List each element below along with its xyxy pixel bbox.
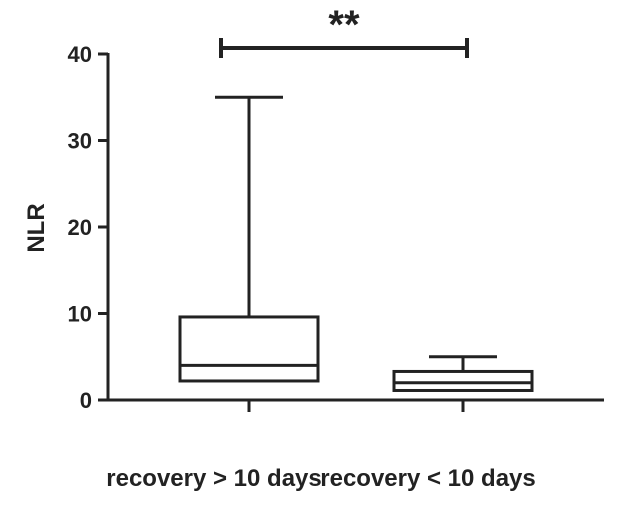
y-tick-label: 0 [80,388,92,413]
y-axis-ticks: 0 10 20 30 40 [68,42,108,413]
y-tick-label: 30 [68,129,92,154]
x-category-label: recovery < 10 days [320,465,536,492]
y-axis-label: NLR [23,203,50,252]
box-iqr [392,369,534,392]
y-tick-label: 40 [68,42,92,67]
x-category-label: recovery > 10 days [106,465,322,492]
significance-label: ** [328,3,360,47]
plot-area: ** [178,3,534,392]
box-iqr [178,315,320,383]
y-tick-label: 20 [68,215,92,240]
y-tick-label: 10 [68,302,92,327]
